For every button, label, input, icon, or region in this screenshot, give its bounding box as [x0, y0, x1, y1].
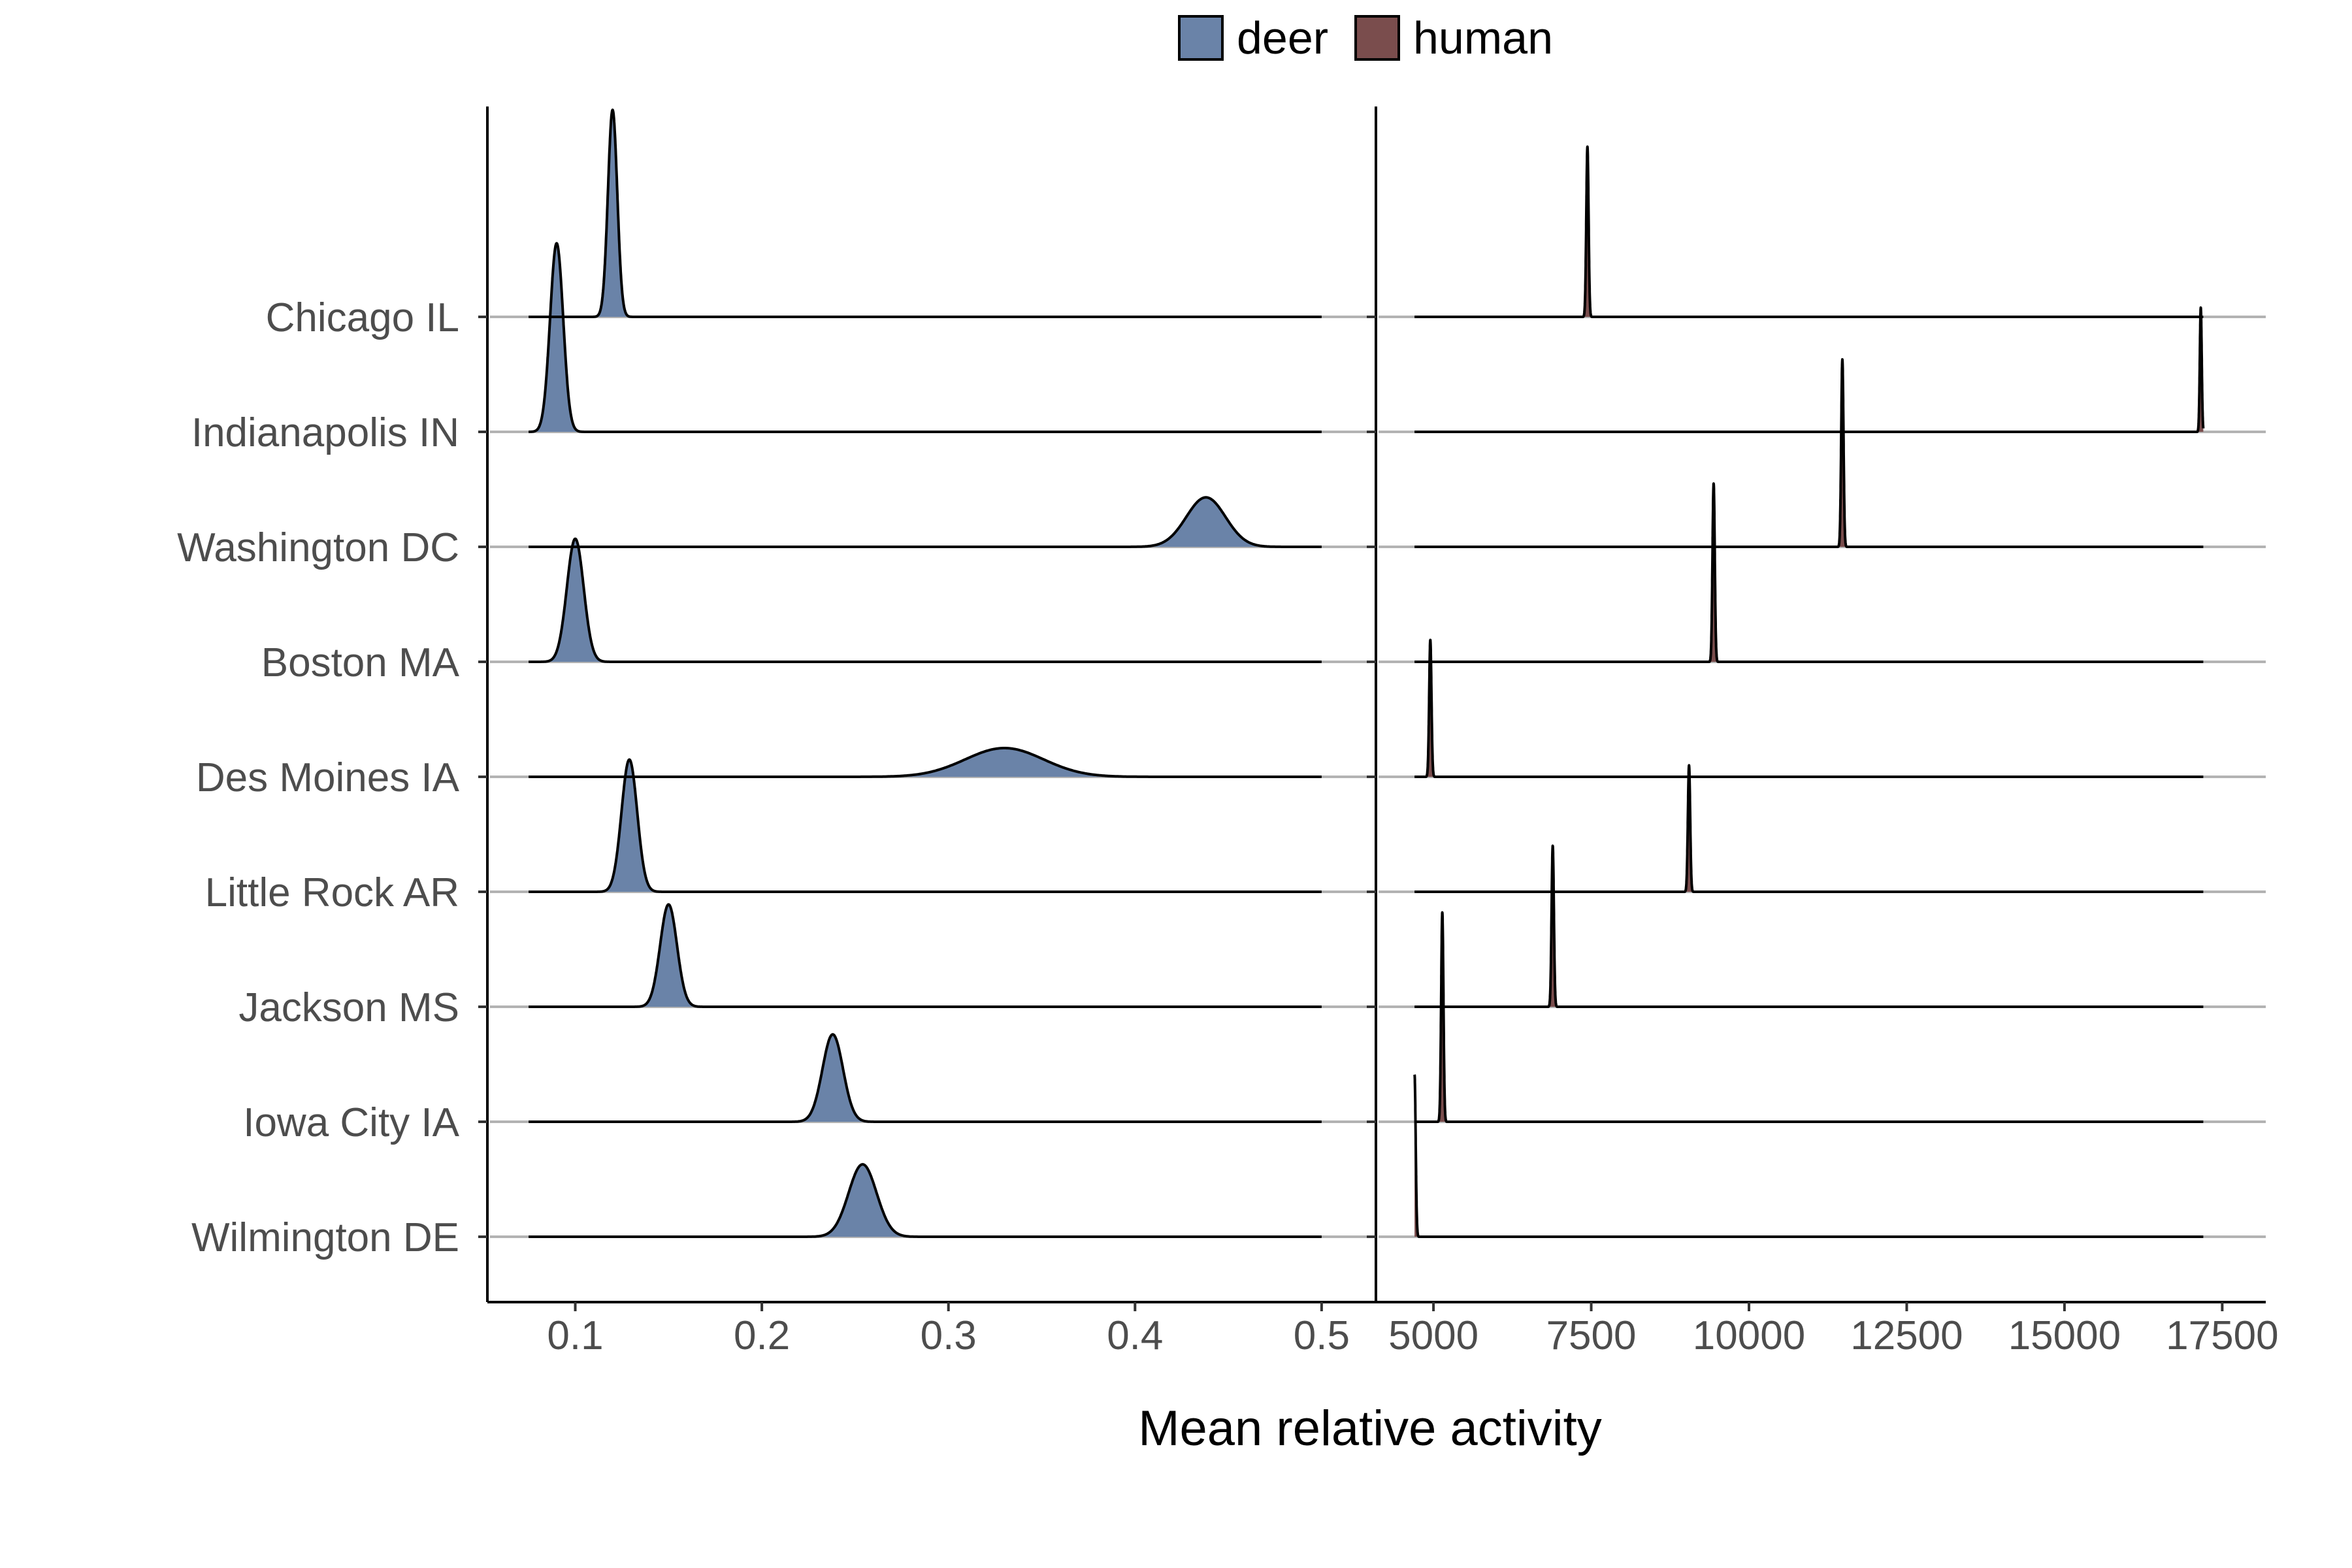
ridge-line-deer — [529, 758, 1322, 893]
ridge-line-human — [1414, 145, 2204, 318]
y-tick-label: Indianapolis IN — [191, 410, 459, 455]
legend-label-human: human — [1413, 12, 1553, 63]
ridge-line-deer — [529, 1163, 1322, 1238]
ridge-line-human — [1414, 638, 2204, 778]
x-tick-label: 7500 — [1546, 1313, 1637, 1358]
ridge-fill-human — [1414, 1074, 2204, 1237]
x-tick-label: 0.3 — [921, 1313, 977, 1358]
ridge-fill-deer — [529, 759, 1322, 892]
ridge-fill-deer — [529, 110, 1322, 317]
ridge-line-deer — [529, 1033, 1322, 1123]
ridge-line-human — [1414, 764, 2204, 893]
x-tick-label: 12500 — [1850, 1313, 1963, 1358]
x-tick-label: 0.1 — [547, 1313, 603, 1358]
ridge-line-human — [1414, 911, 2204, 1123]
ridge-line-deer — [527, 537, 1322, 663]
ridge-fill-deer — [529, 538, 1322, 662]
y-tick-label: Boston MA — [261, 640, 460, 685]
legend-swatch-deer — [1178, 15, 1224, 61]
ridge-line-human — [1414, 358, 2204, 548]
y-tick-label: Jackson MS — [238, 985, 459, 1030]
ridge-fill-deer — [529, 1034, 1322, 1122]
y-tick-label: Chicago IL — [266, 295, 459, 340]
panel-human: 5000 7500 10000 12500 15000 17500 — [1367, 106, 2279, 1358]
ridge-line-deer — [527, 242, 1322, 433]
panel-deer: 0.1 0.2 0.3 0.4 0.5 — [478, 106, 1377, 1358]
ridge-fill-deer — [529, 243, 1322, 432]
ridge-line-human — [1414, 482, 2204, 663]
y-tick-label: Washington DC — [177, 525, 459, 570]
ridge-fill-human — [1414, 146, 2204, 317]
legend-label-deer: deer — [1237, 12, 1328, 63]
x-tick-label: 0.4 — [1107, 1313, 1163, 1358]
ridge-fill-human — [1414, 307, 2204, 432]
ridge-line-human — [1414, 844, 2204, 1008]
x-axis-title: Mean relative activity — [1138, 1401, 1602, 1456]
ridge-fill-human — [1414, 912, 2204, 1122]
y-axis-labels: Chicago IL Indianapolis IN Washington DC Bo… — [177, 295, 460, 1260]
ridge-fill-human — [1414, 359, 2204, 547]
y-tick-label: Wilmington DE — [191, 1215, 459, 1260]
ridge-fill-human — [1414, 845, 2204, 1007]
ridge-fill-human — [1414, 765, 2204, 892]
x-tick-label: 15000 — [2008, 1313, 2121, 1358]
ridge-fill-human — [1414, 483, 2204, 662]
x-tick-label: 0.2 — [734, 1313, 790, 1358]
x-tick-label: 10000 — [1693, 1313, 1805, 1358]
x-tick-label: 5000 — [1388, 1313, 1478, 1358]
ridge-line-deer — [529, 903, 1322, 1008]
ridge-fill-deer — [529, 497, 1322, 547]
ridge-line-human — [1413, 1073, 2204, 1238]
ridge-line-human — [1414, 306, 2205, 433]
y-tick-label: Iowa City IA — [243, 1100, 459, 1145]
legend-swatch-human — [1354, 15, 1400, 61]
ridge-line-deer — [529, 496, 1323, 548]
x-tick-label: 0.5 — [1294, 1313, 1350, 1358]
y-tick-label: Des Moines IA — [196, 755, 460, 800]
ridge-line-deer — [529, 747, 1322, 778]
ridge-fill-deer — [529, 904, 1322, 1007]
ridge-line-deer — [529, 108, 1322, 318]
ridge-fill-deer — [529, 1164, 1322, 1237]
y-tick-label: Little Rock AR — [205, 870, 459, 915]
x-tick-label: 17500 — [2166, 1313, 2278, 1358]
legend: deer human — [1178, 12, 1553, 63]
